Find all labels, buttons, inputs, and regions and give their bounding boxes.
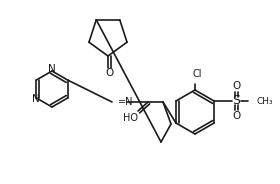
Text: HO: HO (123, 113, 137, 123)
Text: O: O (232, 111, 240, 121)
Text: O: O (105, 68, 113, 78)
Text: N: N (48, 65, 56, 75)
Text: O: O (232, 81, 240, 91)
Text: N: N (32, 95, 39, 105)
Text: Cl: Cl (192, 69, 202, 79)
Text: S: S (232, 95, 240, 107)
Text: CH₃: CH₃ (256, 96, 273, 105)
Text: =N: =N (118, 97, 134, 107)
